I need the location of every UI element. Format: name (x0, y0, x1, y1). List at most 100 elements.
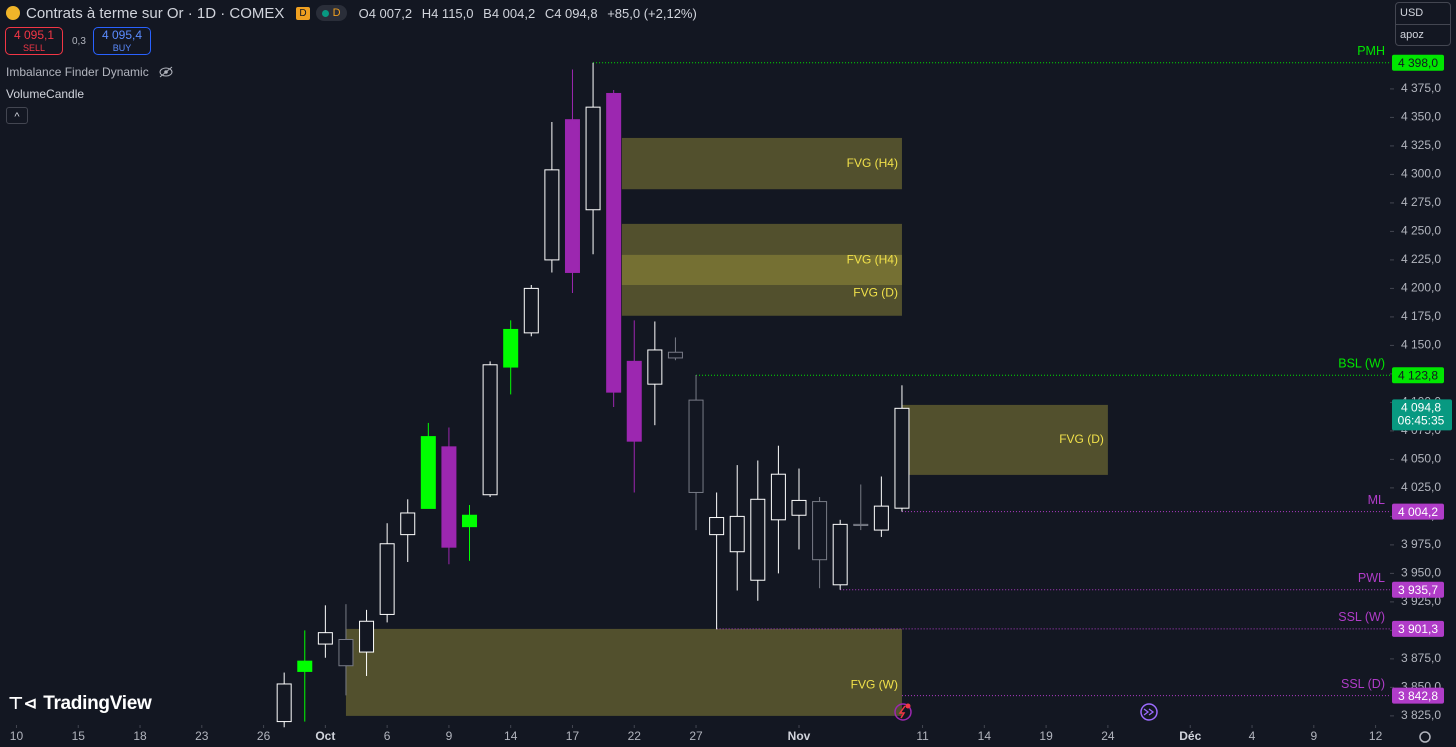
sell-button[interactable]: 4 095,1 SELL (5, 27, 63, 55)
candle-body (544, 169, 560, 261)
candle-body (709, 517, 725, 536)
status: D (315, 5, 347, 21)
y-tick-label: 4 275,0 (1401, 195, 1441, 209)
candle-body (729, 515, 745, 553)
y-tick-label: 4 025,0 (1401, 480, 1441, 494)
event-icon (1140, 703, 1158, 721)
level-price-box (1392, 54, 1444, 71)
level-label: BSL (W) (1338, 357, 1385, 371)
fvg-label: FVG (H4) (847, 156, 898, 170)
x-tick-label: 14 (978, 729, 992, 743)
currency[interactable]: USD (1400, 7, 1424, 19)
unit[interactable]: apoz (1396, 24, 1450, 46)
x-tick-label: Déc (1179, 729, 1201, 743)
x-tick-label: 6 (384, 729, 391, 743)
candle-body (379, 543, 395, 615)
x-tick-label: 17 (566, 729, 580, 743)
event-dot (905, 703, 911, 709)
indicator[interactable]: VolumeCandle (6, 87, 85, 101)
x-tick-label: 27 (689, 729, 703, 743)
candle-body (853, 523, 869, 527)
candle-body (832, 523, 848, 586)
candle-body (585, 106, 601, 211)
candle-body (297, 660, 313, 672)
candle-body (667, 351, 683, 359)
symbol-icon (6, 6, 20, 20)
candle-body (420, 436, 436, 509)
y-tick-label: 4 225,0 (1401, 252, 1441, 266)
candle-body (688, 399, 704, 493)
ohlc-key: H (421, 5, 432, 21)
level-label: PWL (1358, 571, 1385, 585)
candle-body (482, 364, 498, 496)
indicator[interactable]: Imbalance Finder Dynamic (6, 65, 149, 79)
level-price-box (1392, 620, 1444, 637)
fvg-label: FVG (D) (1059, 432, 1104, 446)
badge: D (296, 6, 310, 20)
candle-body (770, 473, 786, 521)
buy-button[interactable]: 4 095,4 BUY (93, 27, 151, 55)
level-price-label: 3 935,7 (1398, 583, 1438, 597)
level-label: SSL (D) (1341, 677, 1385, 691)
x-tick-label: Oct (315, 729, 335, 743)
fvg-zone (621, 137, 902, 190)
y-tick-label: 4 325,0 (1401, 138, 1441, 152)
candle-body (873, 505, 889, 531)
x-tick-label: 10 (10, 729, 24, 743)
last-price-label: 4 094,8 (1401, 400, 1441, 414)
ohlc-value: 4 004,2 (491, 5, 536, 21)
currency-box[interactable]: USD apoz (1395, 2, 1451, 46)
collapse-button[interactable]: ^ (6, 107, 28, 124)
candle-body (462, 514, 478, 528)
y-tick-label: 3 875,0 (1401, 651, 1441, 665)
hide-icon[interactable] (158, 66, 174, 78)
candle-body (606, 92, 622, 393)
fvg-zone (621, 254, 902, 316)
change: +85,0 (+2,12%) (607, 5, 697, 21)
ohlc-value: 4 094,8 (554, 5, 598, 21)
ohlc-value: 4 007,2 (368, 5, 413, 21)
fvg-zone (621, 223, 902, 285)
x-tick-label: 15 (72, 729, 86, 743)
candle-body (750, 498, 766, 581)
fvg-zone (901, 404, 1108, 475)
sell-price: 4 095,1 (13, 28, 55, 42)
candle-body (626, 360, 642, 442)
x-tick-label: 18 (133, 729, 147, 743)
level-label: ML (1368, 493, 1385, 507)
ohlc-value: 4 115,0 (431, 5, 474, 21)
y-tick-label: 4 050,0 (1401, 452, 1441, 466)
countdown: 06:45:35 (1398, 413, 1445, 427)
event-bolt (898, 705, 906, 719)
ohlc-key: C (544, 5, 555, 21)
level-price-label: 3 901,3 (1398, 622, 1438, 636)
symbol-title[interactable]: Contrats à terme sur Or · 1D · COMEX (26, 4, 285, 22)
y-tick-label: 4 175,0 (1401, 309, 1441, 323)
settings-icon (1419, 731, 1431, 743)
level-price-label: 4 004,2 (1398, 505, 1438, 519)
x-tick-label: 19 (1039, 729, 1053, 743)
candle-body (523, 287, 539, 334)
fvg-zone (345, 628, 902, 716)
x-tick-label: 12 (1369, 729, 1383, 743)
candle-body (812, 501, 828, 561)
candle-body (317, 632, 333, 645)
x-tick-label: 26 (257, 729, 271, 743)
header: Contrats à terme sur Or · 1D · COMEX D D… (6, 3, 703, 23)
level-price-label: 3 842,8 (1398, 689, 1438, 703)
candle-body (894, 407, 910, 509)
y-tick-label: 4 200,0 (1401, 281, 1441, 295)
y-tick-label: 4 150,0 (1401, 338, 1441, 352)
candle-body (647, 349, 663, 385)
candle-body (564, 119, 580, 273)
ohlc: O4 007,2 H4 115,0 B4 004,2 C4 094,8 +85,… (359, 6, 703, 21)
level-price-box (1392, 503, 1444, 520)
y-tick-label: 3 975,0 (1401, 537, 1441, 551)
ohlc-key: B (483, 5, 492, 21)
event-arrow (1143, 708, 1155, 716)
level-price-box (1392, 581, 1444, 598)
x-tick-label: 22 (628, 729, 642, 743)
buy-label: BUY (112, 43, 132, 53)
level-price-label: 4 398,0 (1398, 56, 1438, 70)
